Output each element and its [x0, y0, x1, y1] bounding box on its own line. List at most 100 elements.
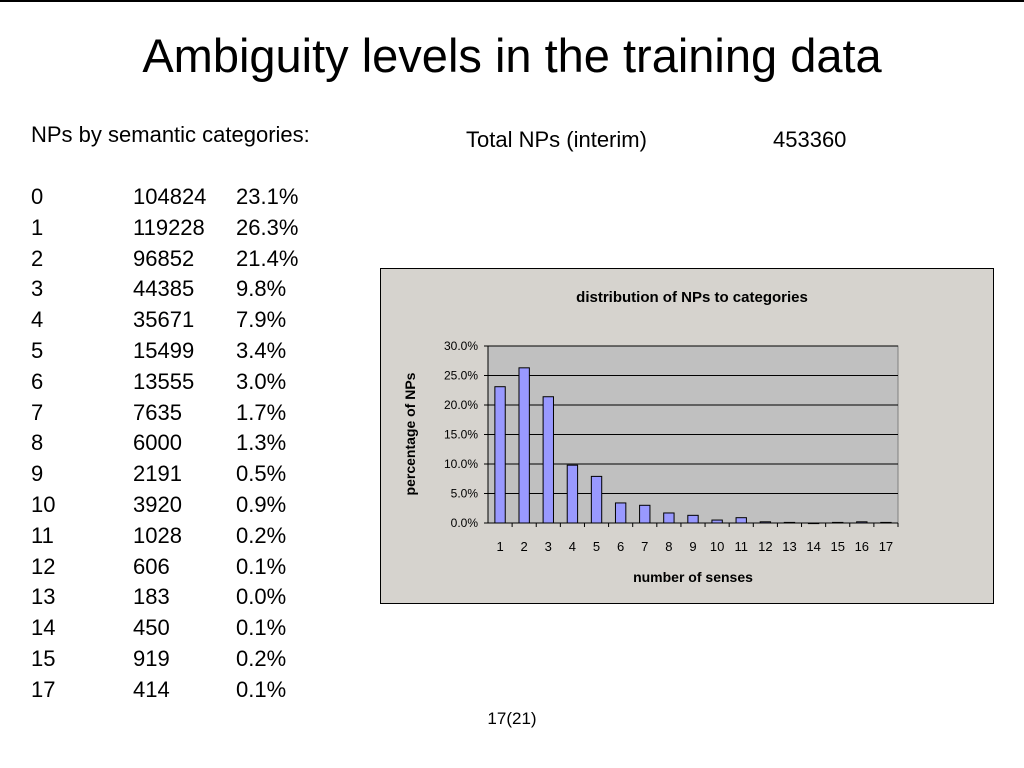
- bar: [566, 464, 579, 524]
- table-cell-count: 44385: [133, 276, 195, 302]
- table-cell-count: 7635: [133, 399, 182, 425]
- y-axis-label: percentage of NPs: [402, 372, 418, 495]
- y-tick-label: 0.0%: [451, 516, 479, 530]
- table-cell-category: 0: [31, 184, 44, 209]
- table-cell-percent: 0.2%: [236, 645, 287, 671]
- table-cell-percent: 3.0%: [236, 368, 287, 394]
- table-cell-percent: 0.0%: [236, 584, 287, 610]
- table-cell-percent: 0.2%: [236, 522, 287, 548]
- table-cell-percent: 0.1%: [236, 676, 287, 702]
- table-row: 5 15499 3.4%: [31, 336, 331, 367]
- y-tick-label: 25.0%: [444, 369, 478, 383]
- table-cell-category: 5: [31, 337, 44, 363]
- table-cell-category: 13: [31, 584, 56, 610]
- table-cell-count: 35671: [133, 307, 195, 333]
- table-cell-category: 9: [31, 461, 44, 487]
- x-tick-label: 6: [617, 539, 624, 554]
- bar: [590, 475, 603, 524]
- table-cell-percent: 1.7%: [236, 399, 287, 425]
- x-tick-label: 3: [545, 539, 552, 554]
- table-cell-category: 17: [31, 676, 56, 702]
- table-cell-percent: 3.4%: [236, 337, 287, 363]
- chart-title: distribution of NPs to categories: [576, 289, 808, 306]
- table-row: 10 3920 0.9%: [31, 490, 331, 521]
- y-tick-label: 5.0%: [451, 487, 479, 501]
- page-number: 17(21): [487, 709, 537, 728]
- table-cell-count: 119228: [133, 214, 205, 240]
- bar: [542, 396, 554, 524]
- bar: [735, 517, 747, 524]
- table-cell-category: 14: [31, 615, 56, 641]
- table-cell-count: 6000: [133, 430, 182, 456]
- table-cell-percent: 7.9%: [236, 307, 287, 333]
- bar: [494, 386, 506, 524]
- bar: [614, 502, 627, 524]
- y-tick-label: 20.0%: [444, 398, 478, 412]
- table-row: 4 35671 7.9%: [31, 305, 331, 336]
- bar: [807, 522, 820, 525]
- table-row: 7 7635 1.7%: [31, 398, 331, 429]
- x-axis-label: number of senses: [633, 569, 753, 585]
- x-tick-label: 11: [734, 539, 748, 554]
- table-cell-percent: 0.1%: [236, 553, 287, 579]
- total-label: Total NPs (interim): [466, 127, 647, 152]
- table-cell-count: 1028: [133, 522, 182, 548]
- bar: [518, 367, 530, 524]
- table-row: 8 6000 1.3%: [31, 428, 331, 459]
- top-rule: [0, 0, 1024, 2]
- bar: [687, 514, 699, 524]
- table-cell-count: 919: [133, 645, 170, 671]
- bar: [832, 521, 844, 524]
- y-tick-label: 10.0%: [444, 457, 478, 471]
- bar: [856, 521, 868, 524]
- x-tick-label: 7: [641, 539, 648, 554]
- table-cell-category: 8: [31, 430, 44, 456]
- x-tick-label: 14: [806, 539, 820, 554]
- table-cell-count: 450: [133, 615, 170, 641]
- table-cell-category: 3: [31, 276, 44, 302]
- chart-panel: distribution of NPs to categories 0.0% 5.0…: [380, 268, 994, 604]
- x-tick-label: 17: [879, 539, 893, 554]
- bar: [759, 521, 772, 524]
- x-tick-label: 16: [855, 539, 869, 554]
- table-cell-category: 1: [31, 214, 44, 240]
- table-row: 9 2191 0.5%: [31, 459, 331, 490]
- table-cell-count: 13555: [133, 368, 195, 394]
- table-cell-count: 606: [133, 553, 170, 579]
- section-label: NPs by semantic categories:: [31, 122, 310, 147]
- x-tick-label: 9: [689, 539, 696, 554]
- x-tick-label: 1: [496, 539, 503, 554]
- table-row: 0 104824 23.1%: [31, 182, 331, 213]
- category-table: 0 104824 23.1% 1 119228 26.3% 2 96852 21.4% 3 4438…: [31, 182, 331, 706]
- total-value: 453360: [773, 127, 847, 152]
- x-tick-label: 13: [782, 539, 796, 554]
- table-cell-percent: 0.5%: [236, 461, 287, 487]
- x-tick-label: 12: [758, 539, 772, 554]
- table-cell-count: 414: [133, 676, 170, 702]
- bar-chart: distribution of NPs to categories 0.0% 5.0…: [402, 289, 899, 585]
- y-tick-label: 15.0%: [444, 428, 478, 442]
- table-row: 15 919 0.2%: [31, 644, 331, 675]
- table-row: 6 13555 3.0%: [31, 367, 331, 398]
- table-cell-category: 12: [31, 553, 56, 579]
- table-row: 3 44385 9.8%: [31, 274, 331, 305]
- table-cell-percent: 23.1%: [236, 184, 299, 209]
- table-cell-percent: 0.9%: [236, 491, 287, 517]
- x-tick-label: 15: [830, 539, 844, 554]
- table-row: 11 1028 0.2%: [31, 521, 331, 552]
- table-cell-category: 7: [31, 399, 44, 425]
- table-cell-count: 15499: [133, 337, 195, 363]
- x-tick-label: 5: [593, 539, 600, 554]
- table-row: 13 183 0.0%: [31, 582, 331, 613]
- table-cell-count: 96852: [133, 245, 195, 271]
- bar: [783, 521, 796, 524]
- table-cell-category: 6: [31, 368, 44, 394]
- x-tick-label: 8: [665, 539, 672, 554]
- table-cell-count: 2191: [133, 461, 182, 487]
- table-cell-percent: 26.3%: [236, 214, 299, 240]
- table-cell-percent: 21.4%: [236, 245, 299, 271]
- table-cell-category: 4: [31, 307, 44, 333]
- table-cell-percent: 9.8%: [236, 276, 287, 302]
- table-cell-count: 3920: [133, 491, 182, 517]
- y-tick-label: 30.0%: [444, 339, 478, 353]
